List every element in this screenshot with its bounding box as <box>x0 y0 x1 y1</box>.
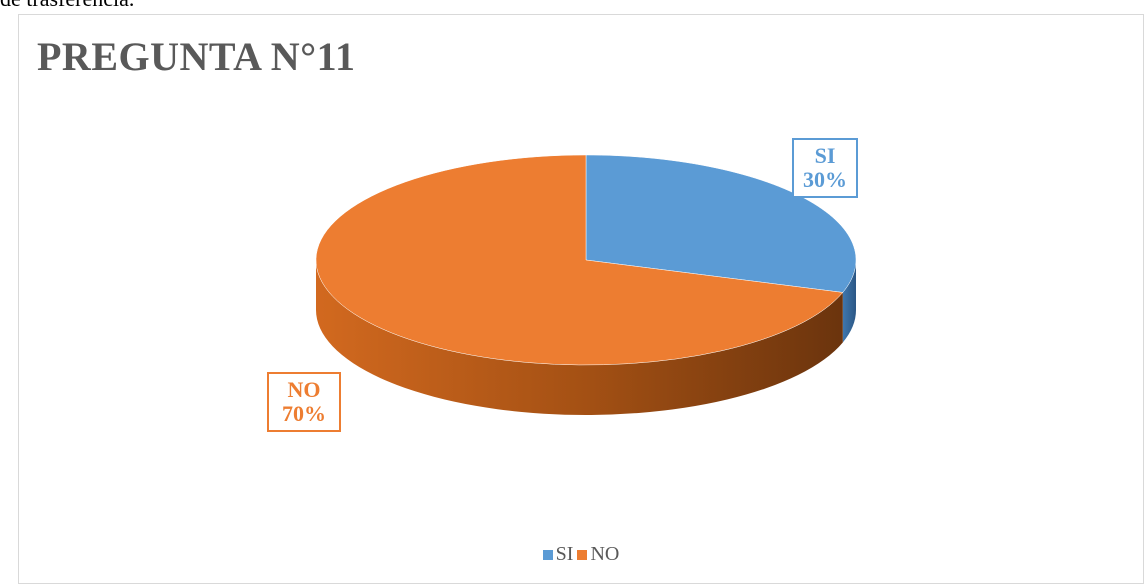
chart-title: PREGUNTA N°11 <box>37 34 356 79</box>
pie-slice-no <box>315 154 844 366</box>
data-label-no-percent: 70% <box>282 401 326 426</box>
legend-label-no: NO <box>590 543 620 565</box>
legend-item-si: SI <box>542 543 574 566</box>
data-label-no: NO 70% <box>267 372 341 432</box>
data-label-no-category: NO <box>287 377 321 402</box>
data-label-si-percent: 30% <box>803 167 847 192</box>
legend-item-no: NO <box>577 543 619 566</box>
data-label-si: SI 30% <box>792 138 858 198</box>
pie-slice-si <box>585 154 857 293</box>
legend-swatch-no <box>577 549 588 560</box>
data-label-si-category: SI <box>814 143 836 168</box>
pie-side-no <box>316 260 843 415</box>
chart-legend: SI NO <box>19 543 1143 566</box>
document-text-fragment: de trasferencia. <box>0 0 134 12</box>
pie-plot <box>315 154 857 415</box>
legend-label-si: SI <box>555 543 574 565</box>
chart-area: PREGUNTA N°11 SI 30% NO 70% SI <box>18 14 1144 584</box>
pie-side-si <box>842 260 856 343</box>
legend-swatch-si <box>542 549 553 560</box>
